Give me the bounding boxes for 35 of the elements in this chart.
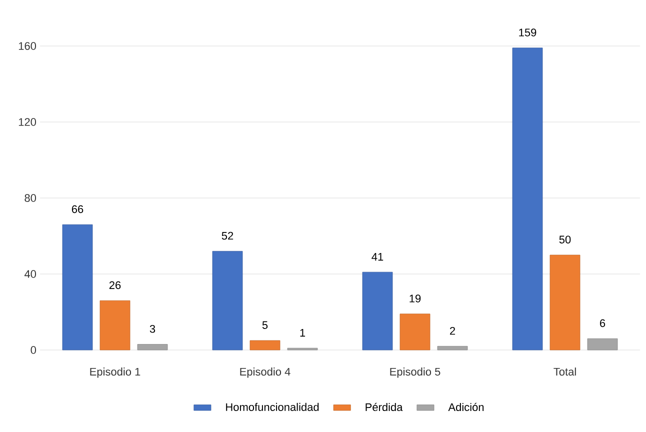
bar — [250, 340, 280, 350]
bar — [100, 300, 130, 350]
bar — [137, 344, 168, 350]
bar — [550, 254, 580, 350]
data-label: 6 — [600, 319, 606, 328]
y-tick-label: 120 — [18, 118, 36, 126]
data-label: 19 — [410, 294, 421, 302]
data-label: 66 — [72, 205, 84, 214]
y-tick-label: 160 — [18, 42, 36, 50]
y-tick-label: 0 — [30, 346, 36, 354]
x-tick-label: Episodio 1 — [90, 368, 140, 378]
bar — [587, 338, 618, 350]
bar — [362, 272, 393, 350]
y-tick-label: 40 — [24, 270, 36, 278]
legend-label: Adición — [448, 402, 484, 412]
legend-label: Homofuncionalidad — [226, 402, 319, 411]
bar — [437, 346, 468, 350]
data-label: 1 — [300, 329, 306, 337]
data-label: 3 — [150, 324, 156, 333]
bar — [62, 224, 93, 350]
bar — [212, 251, 243, 350]
data-label: 26 — [109, 281, 121, 290]
data-label: 5 — [262, 321, 268, 329]
x-tick-label: Episodio 4 — [240, 368, 290, 378]
x-tick-label: Total — [554, 368, 576, 376]
x-tick-label: Episodio 5 — [390, 368, 440, 378]
data-label: 2 — [450, 327, 456, 335]
data-label: 52 — [222, 232, 234, 240]
data-label: 159 — [519, 28, 536, 36]
y-tick-label: 80 — [24, 194, 36, 202]
data-label: 41 — [372, 253, 384, 261]
bar — [400, 314, 430, 350]
bar — [512, 48, 543, 350]
legend-label: Pérdida — [366, 402, 403, 412]
data-label: 50 — [559, 236, 571, 244]
